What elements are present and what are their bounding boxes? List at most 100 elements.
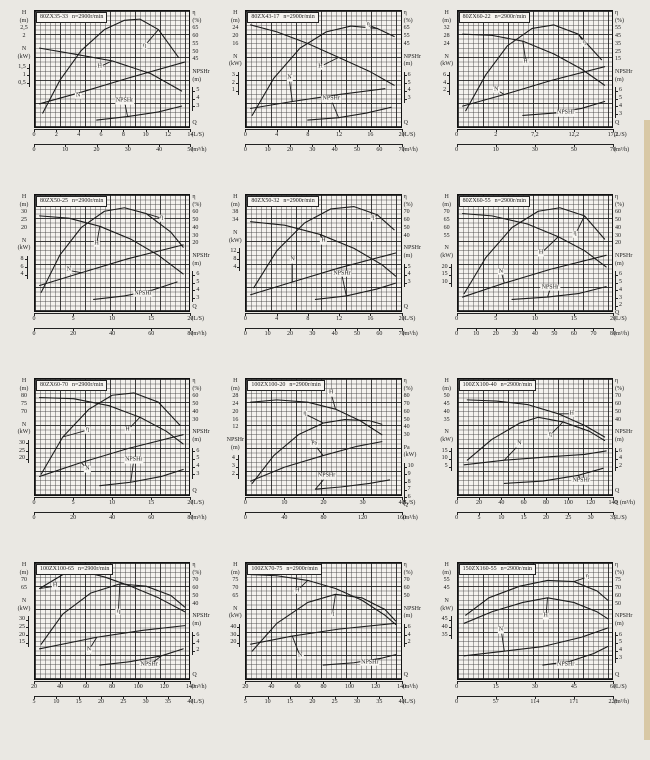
eta-curve bbox=[41, 393, 180, 474]
tick-mark bbox=[356, 144, 358, 147]
tick-mark bbox=[612, 681, 614, 684]
tick-mark bbox=[34, 313, 35, 316]
pump-curve-chart: H (m) 50 45 40 35 N (kW) 15 10 5 100ZX100-40 n=2900… bbox=[437, 378, 638, 526]
left-axis-text: 20 bbox=[232, 33, 239, 40]
right-axis-text: η bbox=[192, 562, 196, 568]
npshr-curve bbox=[543, 647, 608, 666]
model-label: 80ZX60-22 bbox=[462, 14, 491, 20]
bracket-tick-label: 2 bbox=[231, 470, 238, 477]
tick-label: 70 bbox=[398, 331, 405, 337]
bracket-tick-label: 3 bbox=[615, 654, 622, 661]
tick-label: 40 bbox=[398, 699, 405, 705]
tick-label: 10 bbox=[264, 147, 271, 153]
flow-axis-primary: 0 5 10 15 20 (L/S) bbox=[33, 497, 204, 511]
tick-label: 25 bbox=[120, 699, 127, 705]
tick-label: 50 bbox=[353, 147, 360, 153]
tick-label: 0 bbox=[243, 500, 247, 506]
left-axis-text: N bbox=[233, 605, 238, 612]
tick-label: 40 bbox=[331, 331, 338, 337]
speed-label: n=2900r/min bbox=[500, 566, 533, 572]
left-axis-labels: H (m) 30 25 20 N (kW) 8 6 4 bbox=[14, 194, 34, 312]
speed-label: n=2900r/min bbox=[500, 382, 533, 388]
right-axis-text: NPSHr bbox=[403, 53, 421, 60]
right-axis-text: 70 bbox=[614, 585, 621, 592]
left-scale-bracket: 12 8 4 bbox=[230, 248, 241, 272]
tick-label: 16 bbox=[367, 132, 374, 138]
npshr-curve bbox=[316, 283, 396, 299]
speed-label: n=2900r/min bbox=[78, 566, 110, 572]
tick-mark bbox=[34, 696, 35, 699]
axis-unit-label: (m³/h) bbox=[191, 684, 207, 690]
pump-curve-chart: H (m) 70 65 N (kW) 30 25 20 15 100ZX100-65 n=2900r… bbox=[14, 562, 215, 710]
left-axis-text: (m) bbox=[442, 17, 451, 24]
tick-mark bbox=[167, 696, 169, 699]
axis-unit-label: (L/S) bbox=[613, 684, 627, 690]
npshr-curve-leader bbox=[131, 460, 134, 482]
tick-mark bbox=[73, 313, 75, 316]
axis-unit-label: Q (m³/h) bbox=[613, 500, 635, 506]
bracket-tick-label: 4 bbox=[193, 95, 200, 102]
tick-label: 25 bbox=[331, 699, 338, 705]
right-axis-group: NPSHr (m) bbox=[192, 429, 209, 444]
right-axis-text: 50 bbox=[614, 600, 621, 607]
axis-unit-label: (L/S) bbox=[402, 500, 416, 506]
right-axis-text: 20 bbox=[614, 240, 621, 247]
right-axis-text: 30 bbox=[192, 416, 199, 423]
tick-mark bbox=[190, 681, 192, 684]
left-axis-text: 32 bbox=[443, 25, 450, 32]
tick-mark bbox=[112, 313, 114, 316]
tick-mark bbox=[379, 328, 381, 331]
eta-curve bbox=[464, 208, 604, 294]
left-axis-text: H bbox=[233, 194, 238, 200]
eta-curve-label: η bbox=[547, 431, 553, 438]
tick-mark bbox=[401, 681, 403, 684]
tick-label: 8 bbox=[306, 316, 310, 322]
bracket-tick-label: 6 bbox=[615, 271, 622, 278]
power-curve-leader bbox=[290, 78, 293, 101]
left-axis-text: 40 bbox=[443, 408, 450, 415]
tick-label: 6 bbox=[99, 132, 103, 138]
tick-mark bbox=[456, 144, 458, 147]
bracket-tick-label: 20 bbox=[441, 263, 451, 270]
tick-mark bbox=[190, 129, 192, 132]
left-axis-text: (m) bbox=[230, 444, 240, 451]
tick-label: 57 bbox=[492, 699, 499, 705]
bracket-tick-label: 5 bbox=[615, 95, 622, 102]
left-axis-text: (kW) bbox=[17, 53, 31, 60]
tick-mark bbox=[545, 497, 547, 500]
left-axis-group: N (kW) bbox=[229, 54, 242, 69]
bracket-tick-label: 4 bbox=[193, 286, 200, 293]
bracket-tick-label: 25 bbox=[19, 447, 28, 454]
left-axis-text: 80 bbox=[21, 393, 27, 400]
npshr-curve-label: NPSHr bbox=[540, 284, 560, 292]
left-axis-text: (kW) bbox=[17, 245, 31, 252]
tick-mark bbox=[190, 512, 192, 515]
tick-label: 8 bbox=[121, 132, 125, 138]
flow-symbol-label: Q bbox=[403, 120, 408, 127]
tick-mark bbox=[456, 681, 458, 684]
left-axis-group: N (kW) bbox=[18, 46, 31, 61]
chart-inner: H (m) 80 75 70 N (kW) 30 25 20 80ZX60-70 n=2900r/m… bbox=[14, 378, 215, 526]
tick-label: 7,2 bbox=[531, 132, 539, 138]
left-axis-text: 45 bbox=[443, 585, 450, 592]
right-axis-text: η bbox=[192, 10, 196, 16]
eta-curve-label: η bbox=[370, 214, 376, 222]
tick-mark bbox=[612, 696, 614, 699]
right-axis-labels: η (%) 70 60 50 40 NPSHr (m) 5 4 3 Q bbox=[402, 194, 427, 312]
flow-axis-secondary: 0 5 10 15 20 25 30 35 (L/S) bbox=[455, 512, 627, 526]
chart-title: 100ZX100-20 n=2900r/min bbox=[247, 380, 325, 391]
tick-label: 2 bbox=[54, 132, 58, 138]
tick-mark bbox=[112, 681, 114, 684]
right-axis-text: 55 bbox=[614, 25, 621, 32]
head-curve bbox=[251, 575, 396, 625]
power-curve-label: N bbox=[497, 626, 505, 634]
plot-zone: 80ZX35-33 n=2900r/min η H N NPSHr 0 2 4 6 8 10 12 1… bbox=[33, 10, 206, 158]
right-axis-text: 40 bbox=[192, 224, 199, 231]
left-axis-text: 25 bbox=[21, 217, 27, 224]
tick-mark bbox=[34, 328, 35, 331]
